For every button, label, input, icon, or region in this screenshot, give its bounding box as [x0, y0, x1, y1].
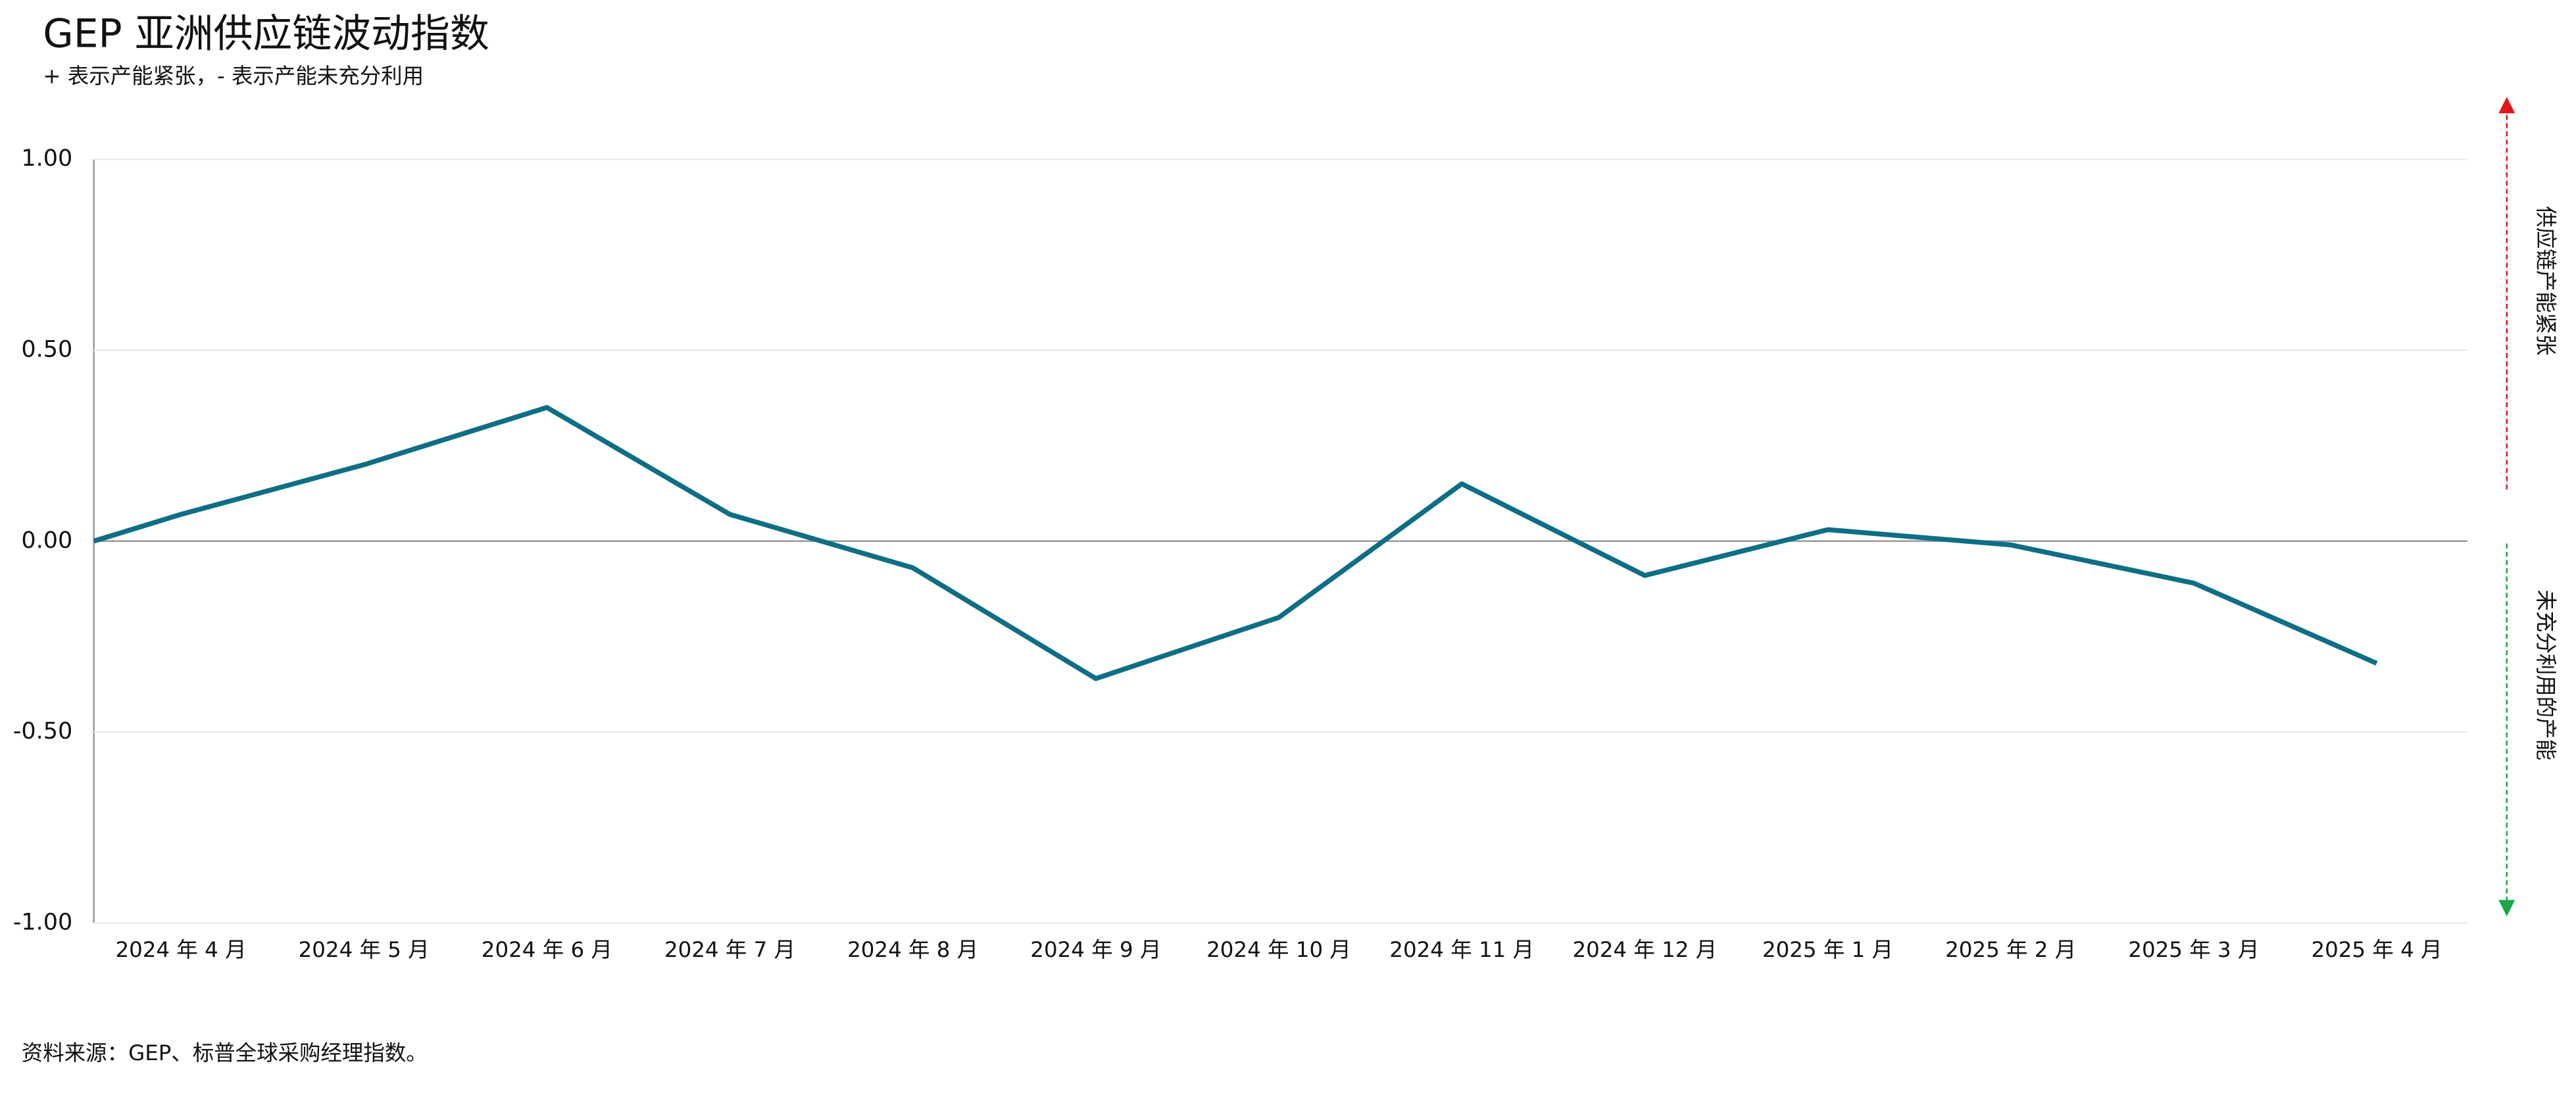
y-tick-label: 1.00	[21, 145, 72, 172]
x-tick-label: 2024 年 7 月	[664, 937, 795, 962]
data-line	[93, 404, 2378, 681]
x-tick-label: 2024 年 11 月	[1389, 937, 1534, 962]
chart-subtitle: + 表示产能紧张，- 表示产能未充分利用	[43, 63, 424, 88]
source-note: 资料来源：GEP、标普全球采购经理指数。	[22, 1040, 428, 1065]
x-tick-label: 2024 年 6 月	[482, 937, 612, 962]
x-tick-label: 2025 年 2 月	[1945, 937, 2076, 962]
arrow-head	[2498, 97, 2515, 114]
x-tick-label: 2024 年 10 月	[1206, 937, 1351, 962]
arrow-head	[2498, 900, 2515, 917]
annotation: 未充分利用的产能	[2533, 589, 2558, 760]
x-tick-label: 2025 年 1 月	[1762, 937, 1893, 962]
annotation: 供应链产能紧张	[2533, 206, 2558, 355]
x-tick-label: 2024 年 9 月	[1030, 937, 1161, 962]
y-tick-label: -0.50	[13, 718, 72, 744]
x-tick-label: 2025 年 4 月	[2311, 937, 2442, 962]
x-tick-label: 2024 年 12 月	[1572, 937, 1717, 962]
x-tick-label: 2024 年 5 月	[299, 937, 430, 962]
y-tick-label: 0.50	[21, 336, 72, 362]
x-tick-label: 2025 年 3 月	[2128, 937, 2259, 962]
x-tick-label: 2024 年 8 月	[847, 937, 978, 962]
chart-title: GEP 亚洲供应链波动指数	[43, 11, 489, 57]
y-tick-label: -1.00	[13, 909, 72, 935]
y-tick-label: 0.00	[21, 527, 72, 554]
x-tick-label: 2024 年 4 月	[115, 937, 246, 962]
